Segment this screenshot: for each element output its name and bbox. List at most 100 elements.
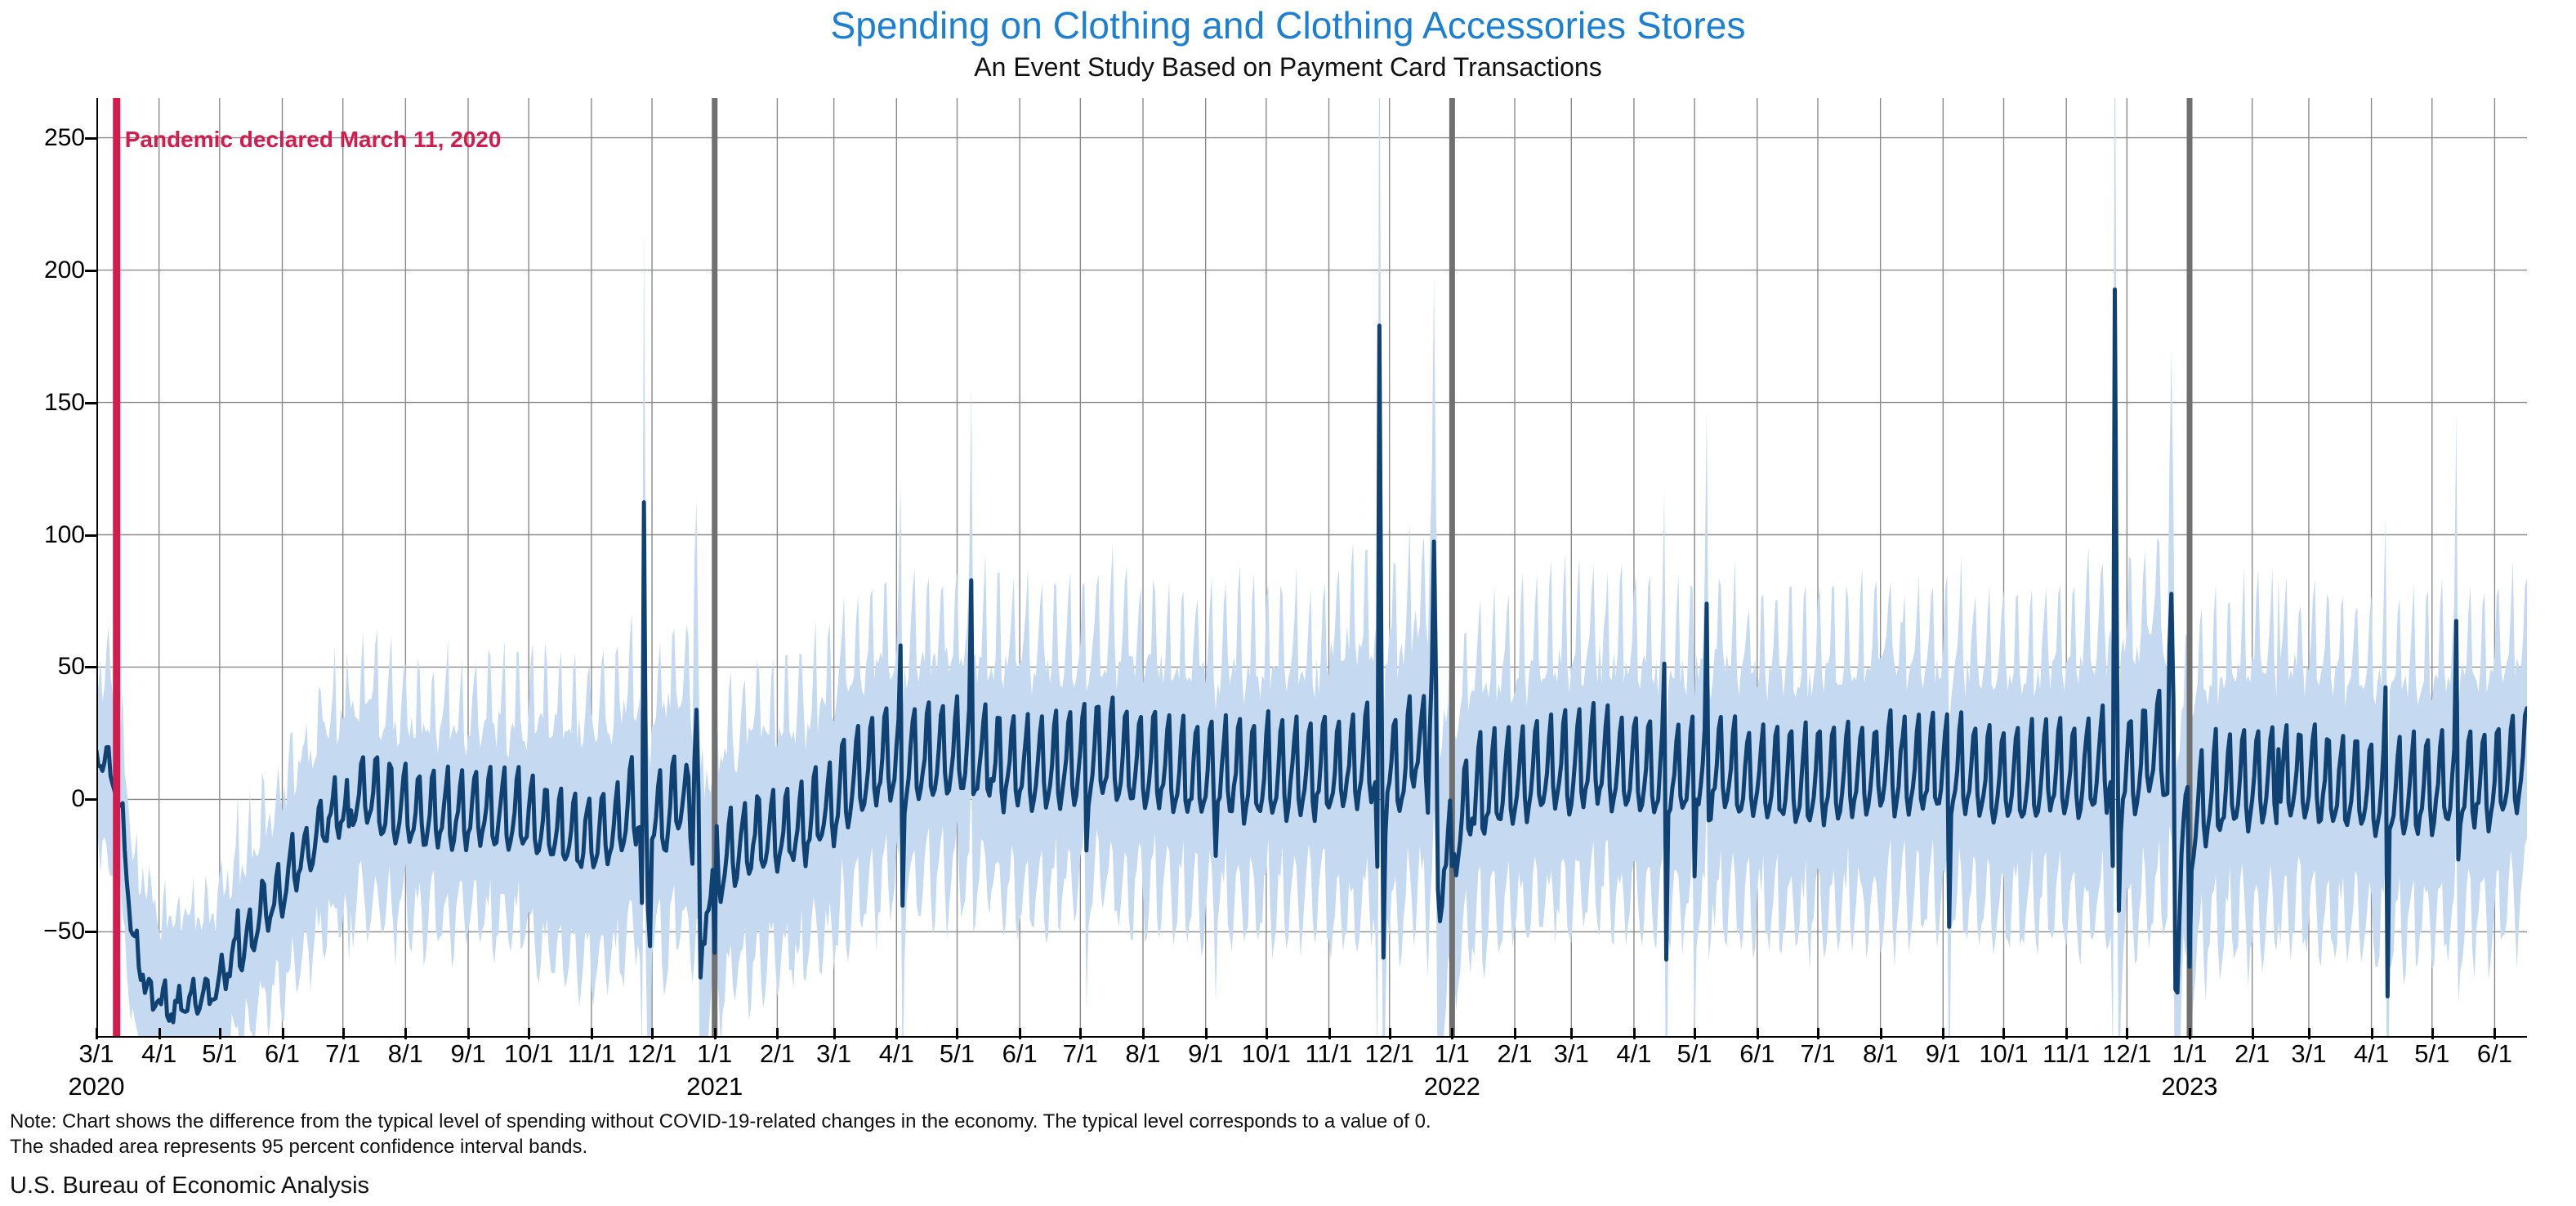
y-axis-tick-label: 200 (43, 256, 85, 284)
x-axis-tick-label: 8/1 (387, 1039, 423, 1068)
x-axis-tick-mark (528, 1028, 531, 1039)
x-axis-tick-mark (2002, 1028, 2006, 1039)
x-axis-tick-mark (1816, 1028, 1819, 1039)
x-axis-tick-mark (651, 1028, 654, 1039)
x-axis-tick-mark (1451, 1028, 1454, 1039)
confidence-interval-band (96, 98, 2527, 1038)
footer-note-line-2: The shaded area represents 95 percent co… (10, 1135, 588, 1158)
x-axis-tick-mark (1514, 1028, 1517, 1039)
x-axis-tick-label: 11/1 (2042, 1039, 2091, 1068)
y-axis: 250 200 150 100 50 0 −50 (0, 98, 96, 1038)
x-axis-tick-label: 4/1 (878, 1039, 914, 1068)
chart-plot-area (96, 98, 2527, 1038)
x-axis-tick-label: 6/1 (264, 1039, 301, 1068)
y-axis-tick-label: 250 (43, 123, 85, 151)
x-axis-tick-label: 8/1 (1125, 1039, 1161, 1068)
x-axis-year-label: 2023 (2161, 1072, 2218, 1101)
x-axis-tick-label: 5/1 (939, 1039, 975, 1068)
x-axis-tick-label: 10/1 (1979, 1039, 2029, 1068)
chart-svg (96, 98, 2527, 1038)
x-axis-tick-mark (590, 1028, 593, 1039)
y-axis-tick-label: 100 (43, 520, 85, 548)
x-axis-tick-label: 4/1 (1616, 1039, 1652, 1068)
y-axis-tick-mark (85, 798, 96, 802)
x-axis-tick-label: 11/1 (567, 1039, 615, 1068)
series-difference-from-typical (96, 287, 2527, 1025)
page-title: Spending on Clothing and Clothing Access… (830, 4, 1746, 47)
x-axis-tick-label: 4/1 (2354, 1039, 2390, 1068)
x-axis-year-label: 2020 (68, 1072, 125, 1101)
x-axis-tick-mark (1142, 1028, 1145, 1039)
x-axis-tick-label: 5/1 (1676, 1039, 1712, 1068)
x-axis-tick-label: 12/1 (627, 1039, 677, 1068)
x-axis-tick-label: 6/1 (2476, 1039, 2512, 1068)
x-axis-tick-label: 12/1 (1364, 1039, 1414, 1068)
y-axis-tick-label: 150 (43, 388, 85, 416)
y-axis-tick-mark (85, 401, 96, 404)
x-axis-tick-label: 6/1 (1739, 1039, 1775, 1068)
x-axis-tick-mark (1570, 1028, 1574, 1039)
x-axis-tick-mark (2431, 1028, 2434, 1039)
page-subtitle: An Event Study Based on Payment Card Tra… (974, 52, 1602, 82)
x-axis-tick-mark (1079, 1028, 1083, 1039)
x-axis-tick-label: 6/1 (1002, 1039, 1038, 1068)
x-axis-tick-mark (1756, 1028, 1759, 1039)
y-axis-tick-label: 0 (71, 785, 85, 813)
x-axis-tick-label: 9/1 (450, 1039, 486, 1068)
x-axis-tick-label: 1/1 (697, 1039, 733, 1068)
x-axis-tick-label: 10/1 (504, 1039, 554, 1068)
x-axis-tick-label: 9/1 (1925, 1039, 1961, 1068)
x-axis-tick-label: 1/1 (2172, 1039, 2208, 1068)
pandemic-annotation-label: Pandemic declared March 11, 2020 (124, 126, 502, 152)
x-axis-tick-mark (895, 1028, 899, 1039)
x-axis-year-label: 2021 (686, 1072, 743, 1101)
x-axis-tick-label: 3/1 (1553, 1039, 1589, 1068)
x-axis-tick-mark (1328, 1028, 1331, 1039)
x-axis-tick-mark (713, 1028, 717, 1039)
x-axis-tick-label: 5/1 (2414, 1039, 2450, 1068)
x-axis-tick-label: 8/1 (1863, 1039, 1899, 1068)
x-axis-tick-label: 2/1 (1497, 1039, 1533, 1068)
x-axis-tick-label: 7/1 (1800, 1039, 1836, 1068)
x-axis-tick-label: 3/1 (78, 1039, 114, 1068)
x-axis-tick-mark (158, 1028, 161, 1039)
x-axis-tick-label: 7/1 (1062, 1039, 1098, 1068)
chart-footer: Note: Chart shows the difference from th… (10, 1110, 2543, 1199)
x-axis-tick-label: 3/1 (816, 1039, 852, 1068)
x-axis-tick-mark (281, 1028, 284, 1039)
y-axis-tick-label: −50 (43, 918, 85, 945)
x-axis-tick-label: 9/1 (1188, 1039, 1224, 1068)
x-axis-tick-mark (467, 1028, 471, 1039)
x-axis-tick-label: 12/1 (2102, 1039, 2152, 1068)
x-axis-tick-label: 2/1 (759, 1039, 795, 1068)
y-axis-tick-label: 50 (57, 653, 85, 681)
x-axis-tick-mark (1019, 1028, 1022, 1039)
y-axis-tick-mark (85, 269, 96, 272)
x-axis-tick-mark (2251, 1028, 2254, 1039)
footer-source: U.S. Bureau of Economic Analysis (10, 1172, 370, 1199)
footer-note-line-1: Note: Chart shows the difference from th… (10, 1110, 1431, 1132)
x-axis-tick-mark (2307, 1028, 2310, 1039)
x-axis-tick-mark (1942, 1028, 1945, 1039)
x-axis-tick-label: 7/1 (325, 1039, 361, 1068)
y-axis-tick-mark (85, 666, 96, 669)
x-axis-year-label: 2022 (1423, 1072, 1480, 1101)
x-axis-tick-mark (342, 1028, 345, 1039)
x-axis-tick-mark (2065, 1028, 2069, 1039)
x-axis-tick-mark (1388, 1028, 1391, 1039)
x-axis-tick-mark (404, 1028, 408, 1039)
y-axis-tick-mark (85, 931, 96, 934)
x-axis: 3/1 4/1 5/1 6/1 7/1 8/1 9/1 10/1 11/1 12/1 1/1 2/1 3… (69, 1028, 2527, 1121)
x-axis-tick-mark (2493, 1028, 2497, 1039)
x-axis-tick-mark (1204, 1028, 1208, 1039)
x-axis-tick-mark (218, 1028, 221, 1039)
y-axis-tick-mark (85, 534, 96, 537)
x-axis-tick-mark (1879, 1028, 1882, 1039)
x-axis-tick-label: 10/1 (1241, 1039, 1292, 1068)
x-axis-tick-mark (956, 1028, 959, 1039)
y-axis-tick-mark (85, 136, 96, 140)
x-axis-tick-mark (2189, 1028, 2191, 1039)
x-axis-tick-mark (1265, 1028, 1268, 1039)
x-axis-tick-mark (833, 1028, 836, 1039)
